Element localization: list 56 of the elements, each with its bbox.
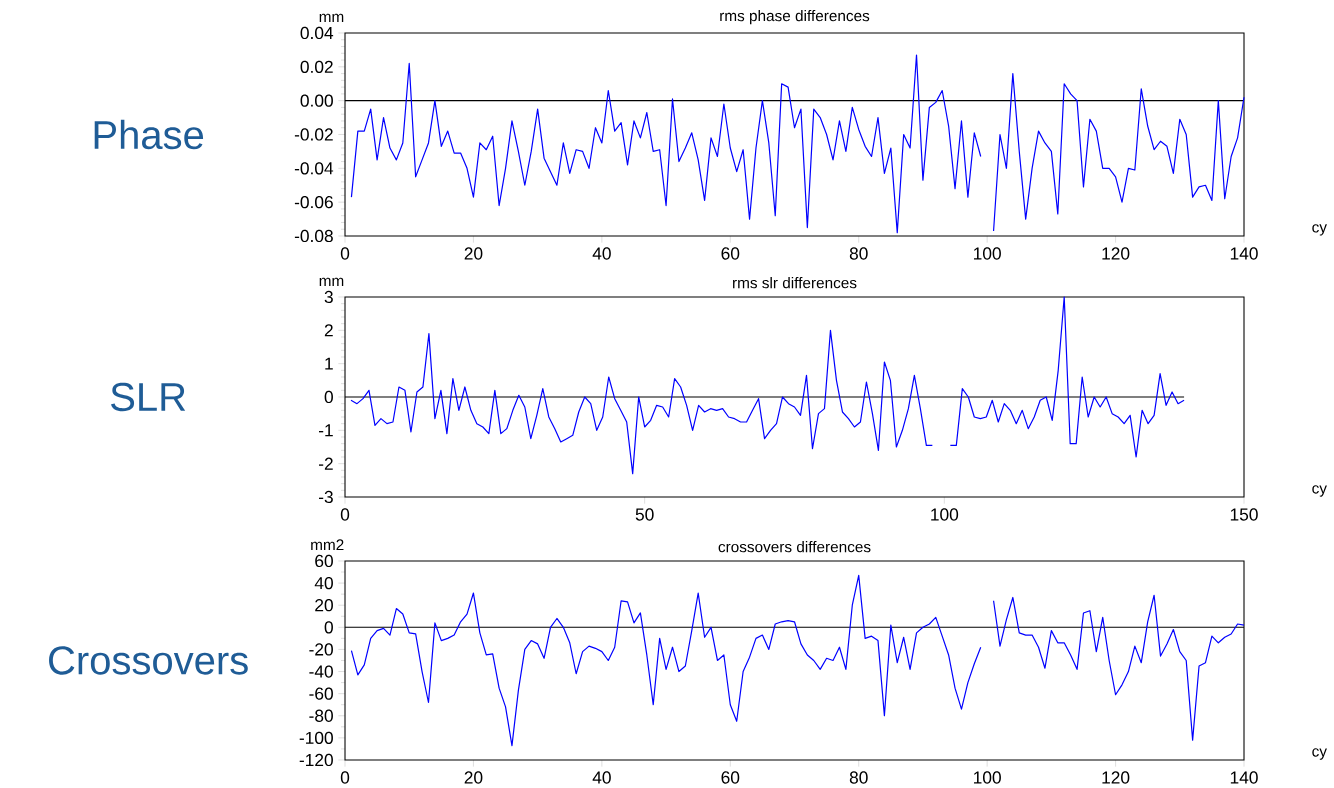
x-tick-label: 0 bbox=[340, 771, 350, 784]
y-tick-label: -1 bbox=[318, 424, 333, 437]
x-tick-label: 20 bbox=[464, 247, 483, 260]
chart-title: rms slr differences bbox=[733, 276, 857, 289]
x-tick-label: 40 bbox=[592, 771, 611, 784]
y-tick-label: -60 bbox=[309, 687, 333, 700]
y-tick-label: 40 bbox=[314, 576, 333, 590]
text: Phase bbox=[94, 119, 204, 150]
y-tick-label: -0.06 bbox=[294, 195, 333, 209]
y-tick-label: -0.02 bbox=[294, 128, 333, 141]
y-tick-label: 0 bbox=[324, 390, 333, 404]
y-tick-label: -40 bbox=[309, 665, 333, 678]
y-tick-label: 20 bbox=[315, 599, 333, 612]
y-tick-label: -80 bbox=[309, 709, 333, 722]
y-axis-title: mm bbox=[319, 13, 344, 23]
y-tick-label: -20 bbox=[309, 643, 333, 656]
y-tick-label: 0.00 bbox=[300, 94, 333, 107]
y-tick-label: -0.04 bbox=[294, 162, 334, 175]
y-tick-label: 0.04 bbox=[300, 26, 334, 40]
x-tick-label: 60 bbox=[721, 247, 740, 260]
x-tick-label: 100 bbox=[974, 247, 1001, 260]
x-tick-label: 20 bbox=[464, 771, 483, 784]
text: SLR bbox=[111, 382, 186, 412]
x-tick-label: 140 bbox=[1230, 247, 1258, 260]
y-axis-title: mm bbox=[319, 277, 344, 287]
y-tick-label: 0 bbox=[324, 621, 333, 634]
x-tick-label: 50 bbox=[635, 508, 654, 521]
y-tick-label: 60 bbox=[315, 554, 333, 568]
x-tick-label: 150 bbox=[1230, 508, 1258, 521]
x-axis-title: cy bbox=[1312, 485, 1327, 497]
chart-title: rms phase differences bbox=[720, 9, 870, 25]
y-tick-label: 3 bbox=[324, 290, 333, 304]
y-tick-label: 2 bbox=[324, 324, 333, 337]
y-tick-label: 0.02 bbox=[300, 60, 333, 73]
x-tick-label: 100 bbox=[974, 771, 1001, 784]
x-tick-label: 80 bbox=[849, 771, 868, 784]
x-tick-label: 40 bbox=[592, 247, 611, 260]
x-tick-label: 120 bbox=[1102, 771, 1130, 784]
x-tick-label: 100 bbox=[931, 508, 959, 521]
y-tick-label: -100 bbox=[299, 731, 333, 744]
y-tick-label: -120 bbox=[299, 753, 333, 767]
y-axis-title: mm2 bbox=[311, 539, 344, 551]
y-tick-label: -0.08 bbox=[294, 229, 333, 243]
x-tick-label: 80 bbox=[849, 247, 868, 260]
x-axis-title: cy bbox=[1312, 224, 1327, 236]
y-tick-label: -3 bbox=[318, 490, 333, 504]
x-tick-label: 0 bbox=[340, 247, 350, 260]
x-tick-label: 60 bbox=[721, 771, 740, 784]
y-tick-label: -2 bbox=[318, 457, 333, 470]
x-tick-label: 140 bbox=[1230, 771, 1258, 784]
y-tick-label: 1 bbox=[325, 357, 333, 370]
x-axis-title: cy bbox=[1312, 748, 1327, 760]
text: Crossovers bbox=[49, 646, 248, 675]
chart-title: crossovers differences bbox=[718, 540, 871, 553]
x-tick-label: 120 bbox=[1102, 247, 1130, 260]
x-tick-label: 0 bbox=[340, 508, 350, 521]
